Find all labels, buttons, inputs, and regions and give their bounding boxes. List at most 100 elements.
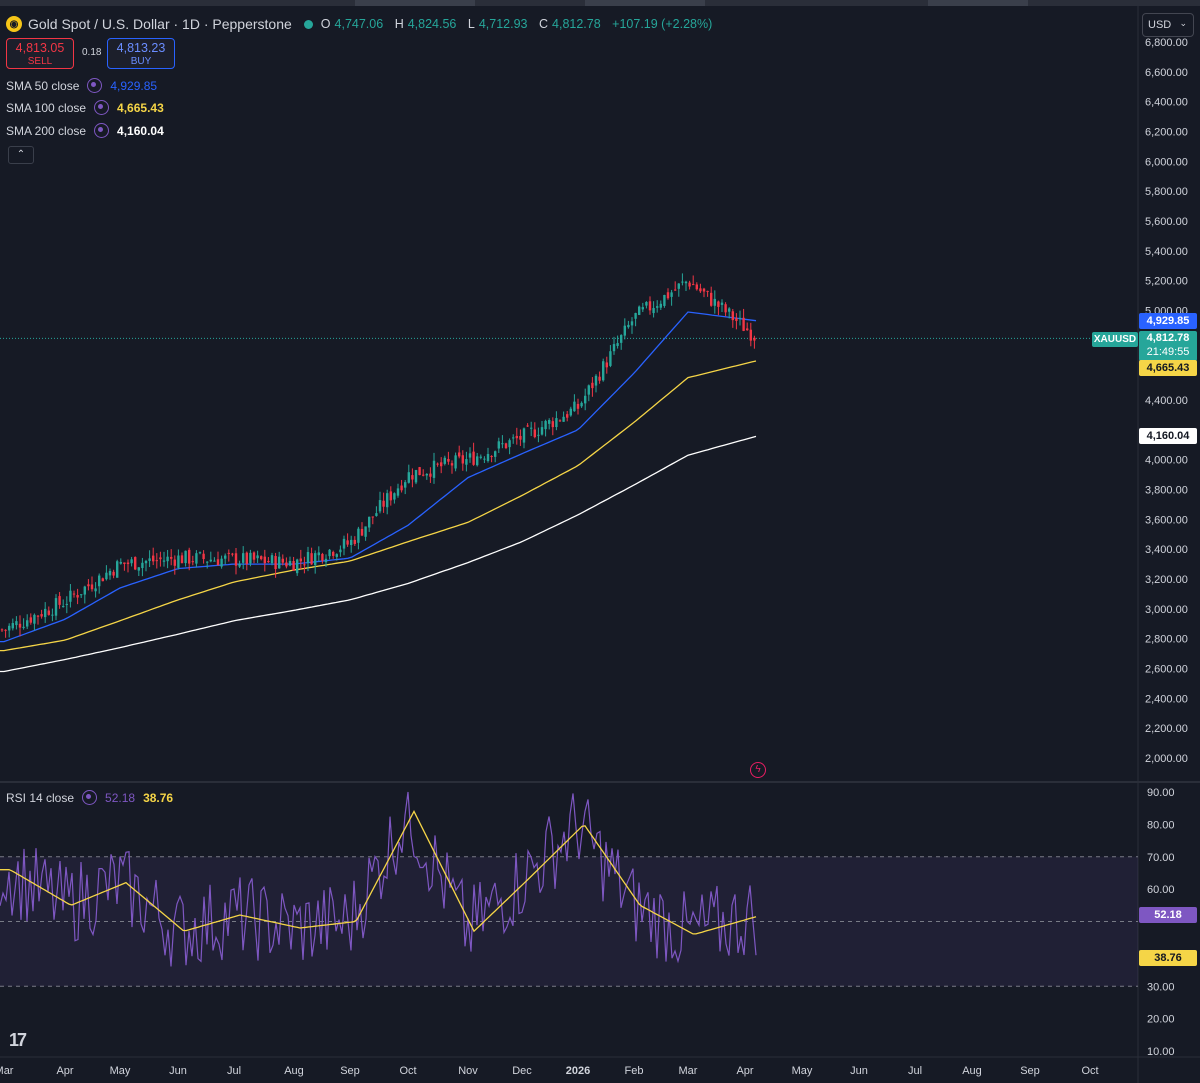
candle-body	[440, 462, 443, 467]
price-axis-label: 6,400.00	[1145, 97, 1188, 109]
candle-body	[249, 552, 252, 564]
indicator-sma50[interactable]: SMA 50 close 4,929.85	[6, 78, 157, 93]
candle-body	[285, 562, 288, 567]
time-axis-label: Oct	[1081, 1065, 1098, 1077]
candle-body	[396, 488, 400, 496]
chevron-up-icon[interactable]: ⌃	[8, 146, 34, 164]
price-axis-label: 2,400.00	[1145, 693, 1188, 705]
candle-body	[278, 556, 281, 569]
candle-body	[670, 292, 673, 297]
symbol-title[interactable]: Gold Spot / U.S. Dollar · 1D · Peppersto…	[28, 16, 292, 32]
candle-body	[155, 560, 158, 562]
ohlc-open-value: 4,747.06	[334, 17, 384, 31]
candle-body	[753, 337, 756, 341]
currency-select[interactable]: USD ⌄	[1142, 13, 1194, 37]
candle-body	[339, 549, 342, 553]
candle-body	[184, 550, 187, 564]
indicator-settings-icon[interactable]	[94, 100, 110, 115]
indicator-sma200[interactable]: SMA 200 close 4,160.04	[6, 123, 164, 138]
candle-body	[605, 362, 608, 368]
spread-value: 0.18	[82, 47, 102, 58]
candle-body	[40, 614, 43, 617]
candle-body	[36, 615, 40, 617]
candle-body	[634, 313, 637, 319]
candle-body	[630, 321, 634, 326]
indicator-settings-icon[interactable]	[87, 78, 103, 93]
sell-button[interactable]: 4,813.05 SELL	[6, 38, 74, 69]
indicator-sma100[interactable]: SMA 100 close 4,665.43	[6, 100, 164, 115]
sma100-price-tag: 4,665.43	[1139, 360, 1197, 376]
candle-body	[746, 328, 749, 331]
candle-body	[206, 561, 209, 563]
candle-body	[720, 302, 724, 305]
candle-body	[407, 472, 410, 483]
candle-body	[738, 317, 742, 319]
candle-body	[551, 421, 554, 428]
candle-body	[170, 557, 173, 559]
toolbar-tab-segment[interactable]	[585, 0, 705, 6]
candle-body	[202, 553, 205, 560]
lightning-alert-icon[interactable]: ϟ	[750, 762, 766, 778]
candle-body	[645, 302, 648, 306]
candle-body	[674, 289, 677, 291]
ohlc-close-label: C	[538, 17, 549, 31]
candle-body	[641, 307, 644, 310]
candle-body	[134, 557, 137, 570]
candle-body	[4, 629, 7, 631]
rsi-ma-price-tag: 38.76	[1139, 950, 1197, 966]
price-axis-label: 5,200.00	[1145, 276, 1188, 288]
indicator-sma200-value: 4,160.04	[117, 123, 164, 138]
rsi-axis-label: 60.00	[1147, 884, 1175, 896]
rsi-legend[interactable]: RSI 14 close 52.18 38.76	[6, 790, 173, 805]
candle-body	[540, 427, 544, 435]
candle-body	[710, 292, 713, 306]
candle-body	[382, 500, 385, 507]
candle-body	[281, 558, 284, 563]
candle-body	[296, 559, 299, 574]
time-axis-label: Mar	[0, 1065, 14, 1077]
indicator-settings-icon[interactable]	[82, 790, 98, 805]
price-axis-label: 4,000.00	[1145, 455, 1188, 467]
candle-body	[558, 420, 562, 422]
candle-body	[220, 558, 223, 567]
indicator-sma100-value: 4,665.43	[117, 100, 164, 115]
rsi-label: RSI 14 close	[6, 790, 75, 805]
indicator-settings-icon[interactable]	[94, 123, 110, 138]
toolbar-tab-segment[interactable]	[928, 0, 1028, 6]
toolbar-tab-segment[interactable]	[355, 0, 475, 6]
candle-body	[591, 382, 594, 389]
candle-body	[0, 629, 4, 631]
candle-body	[436, 463, 439, 465]
candle-body	[566, 414, 569, 418]
candle-body	[26, 620, 29, 627]
time-axis-label: Aug	[284, 1065, 304, 1077]
buy-label: BUY	[130, 56, 152, 67]
sell-price: 4,813.05	[15, 41, 65, 55]
price-axis-label: 4,400.00	[1145, 395, 1188, 407]
time-axis-label: Apr	[736, 1065, 753, 1077]
candle-body	[342, 538, 346, 549]
candle-body	[303, 564, 306, 566]
ohlc-low-value: 4,712.93	[478, 17, 528, 31]
candle-body	[695, 284, 698, 290]
candle-body	[90, 584, 94, 590]
candle-body	[620, 335, 623, 343]
candle-body	[472, 451, 475, 465]
sma50-price-tag: 4,929.85	[1139, 313, 1197, 329]
buy-price: 4,813.23	[116, 41, 166, 55]
candle-body	[742, 317, 745, 331]
ticker-tag: XAUUSD	[1092, 332, 1138, 347]
candle-body	[378, 500, 382, 512]
candle-body	[159, 557, 162, 560]
price-axis-label: 6,800.00	[1145, 37, 1188, 49]
buy-button[interactable]: 4,813.23 BUY	[107, 38, 175, 69]
rsi-axis-label: 30.00	[1147, 981, 1175, 993]
candle-body	[515, 435, 518, 439]
candle-body	[324, 558, 328, 563]
candle-body	[188, 549, 191, 564]
time-axis-label: Sep	[340, 1065, 360, 1077]
time-axis-label: 2026	[566, 1065, 590, 1077]
candle-body	[8, 625, 11, 631]
candle-body	[83, 586, 86, 595]
